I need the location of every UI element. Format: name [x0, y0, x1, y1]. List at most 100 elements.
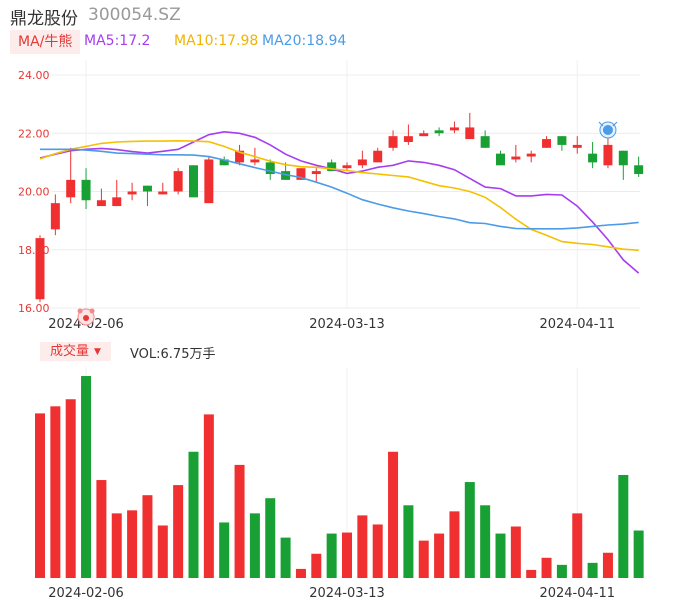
- candle-body: [419, 133, 429, 137]
- ma10-legend: MA10:17.98: [174, 33, 259, 49]
- volume-bar: [65, 399, 76, 578]
- y-tick-label: 18.00: [18, 244, 50, 257]
- volume-bar: [510, 526, 521, 578]
- stock-name: 鼎龙股份: [10, 9, 78, 29]
- candle-body: [173, 171, 183, 192]
- candle-body: [449, 127, 459, 131]
- y-tick-label: 24.00: [18, 69, 50, 82]
- candle-body: [296, 168, 306, 180]
- y-tick-label: 16.00: [18, 302, 50, 315]
- volume-bar: [342, 532, 352, 578]
- volume-tab-label: 成交量: [50, 344, 90, 359]
- volume-bar: [326, 533, 337, 578]
- volume-bar: [372, 524, 383, 578]
- ma-indicator-tab[interactable]: MA/牛熊: [10, 30, 81, 54]
- volume-bar: [234, 464, 245, 578]
- volume-bar: [541, 557, 552, 578]
- volume-bar: [81, 376, 92, 578]
- candle-body: [281, 171, 291, 180]
- candle-body: [265, 162, 275, 175]
- volume-bar: [572, 513, 583, 578]
- volume-bar: [142, 495, 153, 578]
- candle-body: [588, 153, 598, 163]
- ma20-line: [40, 148, 639, 230]
- volume-bar: [295, 568, 306, 578]
- price-x-tick-label: 2024-04-11: [539, 317, 615, 332]
- new-badge-icon: [598, 121, 618, 139]
- y-tick-label: 20.00: [18, 186, 50, 199]
- volume-bar: [556, 564, 567, 578]
- candle-body: [511, 156, 521, 160]
- candle-body: [603, 144, 613, 166]
- candle-body: [127, 191, 137, 195]
- volume-indicator-tab[interactable]: 成交量 ▼: [40, 342, 111, 361]
- ma20-legend: MA20:18.94: [262, 33, 347, 49]
- volume-bar: [602, 552, 613, 578]
- candle-body: [219, 159, 229, 166]
- volume-value: VOL:6.75万手: [130, 347, 216, 362]
- candle-body: [50, 203, 60, 230]
- volume-bar: [111, 513, 122, 578]
- candle-body: [81, 179, 91, 201]
- volume-bar: [265, 498, 276, 578]
- volume-bar: [96, 480, 107, 578]
- stock-code: 300054.SZ: [88, 5, 181, 25]
- candle-body: [327, 162, 337, 172]
- volume-bar: [418, 540, 429, 578]
- volume-bar: [449, 511, 460, 578]
- volume-bar: [173, 485, 184, 578]
- candle-body: [403, 136, 413, 142]
- candle-body: [465, 127, 475, 140]
- candle-body: [35, 238, 45, 300]
- volume-bar: [633, 530, 644, 578]
- candle-body: [357, 159, 367, 166]
- candle-body: [250, 159, 260, 163]
- ma5-line: [39, 130, 640, 274]
- candle-body: [96, 200, 106, 207]
- volume-bar: [188, 451, 199, 578]
- volume-bar: [403, 505, 414, 578]
- candle-body: [235, 150, 245, 163]
- bear-face-icon: [77, 308, 95, 326]
- candle-body: [542, 139, 552, 148]
- ma5-legend: MA5:17.2: [84, 33, 151, 49]
- volume-bar: [388, 451, 399, 578]
- candle-body: [158, 191, 168, 195]
- volume-bar: [434, 533, 445, 578]
- candle-body: [142, 185, 152, 192]
- volume-bar: [618, 474, 629, 578]
- candle-body: [572, 144, 582, 148]
- candle-body: [189, 165, 198, 198]
- volume-bar: [157, 525, 168, 578]
- volume-bar: [127, 510, 138, 578]
- volume-bar: [587, 562, 598, 578]
- candle-body: [526, 153, 536, 157]
- volume-bar: [35, 413, 45, 578]
- candle-body: [634, 165, 644, 175]
- candle-body: [618, 150, 628, 166]
- candle-body: [204, 159, 214, 204]
- volume-bar: [480, 505, 491, 578]
- volume-bar: [50, 406, 61, 578]
- volume-x-tick-label: 2024-02-06: [48, 586, 124, 601]
- volume-x-tick-label: 2024-03-13: [309, 586, 385, 601]
- candle-body: [66, 179, 76, 198]
- volume-bar: [464, 482, 475, 578]
- candle-body: [557, 136, 567, 145]
- y-tick-label: 22.00: [18, 127, 50, 140]
- candle-body: [311, 171, 321, 175]
- volume-bar: [357, 515, 368, 578]
- ma10-line: [39, 139, 639, 252]
- volume-bar: [219, 522, 230, 578]
- candle-body: [388, 136, 398, 148]
- candle-body: [373, 150, 383, 163]
- volume-bar: [526, 569, 537, 578]
- volume-bar: [203, 414, 214, 578]
- volume-x-tick-label: 2024-04-11: [539, 586, 615, 601]
- candle-body: [112, 197, 122, 207]
- volume-bar: [495, 533, 506, 578]
- price-x-tick-label: 2024-03-13: [309, 317, 385, 332]
- dropdown-arrow-icon: ▼: [94, 347, 101, 357]
- volume-bar: [311, 553, 322, 578]
